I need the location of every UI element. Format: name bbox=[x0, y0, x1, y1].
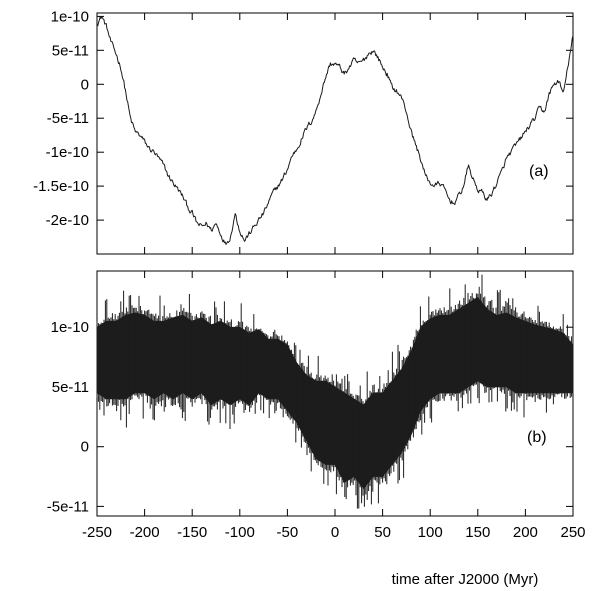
y-tick-label: 1e-10 bbox=[51, 8, 89, 25]
y-tick-label: 5e-11 bbox=[52, 42, 89, 59]
y-tick-label: 1e-10 bbox=[51, 319, 89, 336]
series-line bbox=[96, 16, 574, 245]
panel-a-y-tick-labels: 1e-10 5e-11 0 -5e-11 -1e-10 -1.5e-10 -2e-10 bbox=[33, 8, 89, 229]
panel-a-label: (a) bbox=[529, 163, 549, 180]
y-tick-label: 0 bbox=[81, 439, 89, 456]
x-tick-label: 0 bbox=[331, 524, 339, 541]
y-tick-label: -2e-10 bbox=[46, 212, 89, 229]
x-axis-title: time after J2000 (Myr) bbox=[392, 571, 539, 588]
panel-b-label: (b) bbox=[527, 429, 547, 446]
panel-a-ticks bbox=[96, 13, 574, 254]
y-tick-label: 5e-11 bbox=[52, 379, 89, 396]
x-tick-label: -200 bbox=[130, 524, 160, 541]
panel-b-x-tick-labels: -250 -200 -150 -100 -50 0 50 100 150 200 250 bbox=[82, 524, 586, 541]
x-tick-label: -50 bbox=[277, 524, 299, 541]
x-tick-label: 200 bbox=[513, 524, 538, 541]
y-tick-label: -5e-11 bbox=[47, 498, 89, 515]
panel-b: 1e-10 5e-11 0 -5e-11 -250 -200 -150 -100 -50 0 50… bbox=[47, 270, 586, 541]
panel-a: 1e-10 5e-11 0 -5e-11 -1e-10 -1.5e-10 -2e-10 (a… bbox=[33, 8, 574, 255]
panel-a-series bbox=[96, 16, 574, 245]
x-tick-label: -250 bbox=[82, 524, 112, 541]
y-tick-label: -1.5e-10 bbox=[33, 178, 89, 195]
x-tick-label: 150 bbox=[465, 524, 490, 541]
x-tick-label: -150 bbox=[177, 524, 207, 541]
y-tick-label: -1e-10 bbox=[46, 144, 89, 161]
x-tick-label: 250 bbox=[560, 524, 585, 541]
panel-b-y-tick-labels: 1e-10 5e-11 0 -5e-11 bbox=[47, 319, 89, 515]
panel-a-frame bbox=[96, 12, 574, 255]
y-tick-label: -5e-11 bbox=[47, 110, 89, 127]
y-tick-label: 0 bbox=[81, 76, 89, 93]
panel-b-series bbox=[96, 274, 574, 509]
x-tick-label: 100 bbox=[418, 524, 443, 541]
x-tick-label: -100 bbox=[225, 524, 255, 541]
x-tick-label: 50 bbox=[374, 524, 391, 541]
